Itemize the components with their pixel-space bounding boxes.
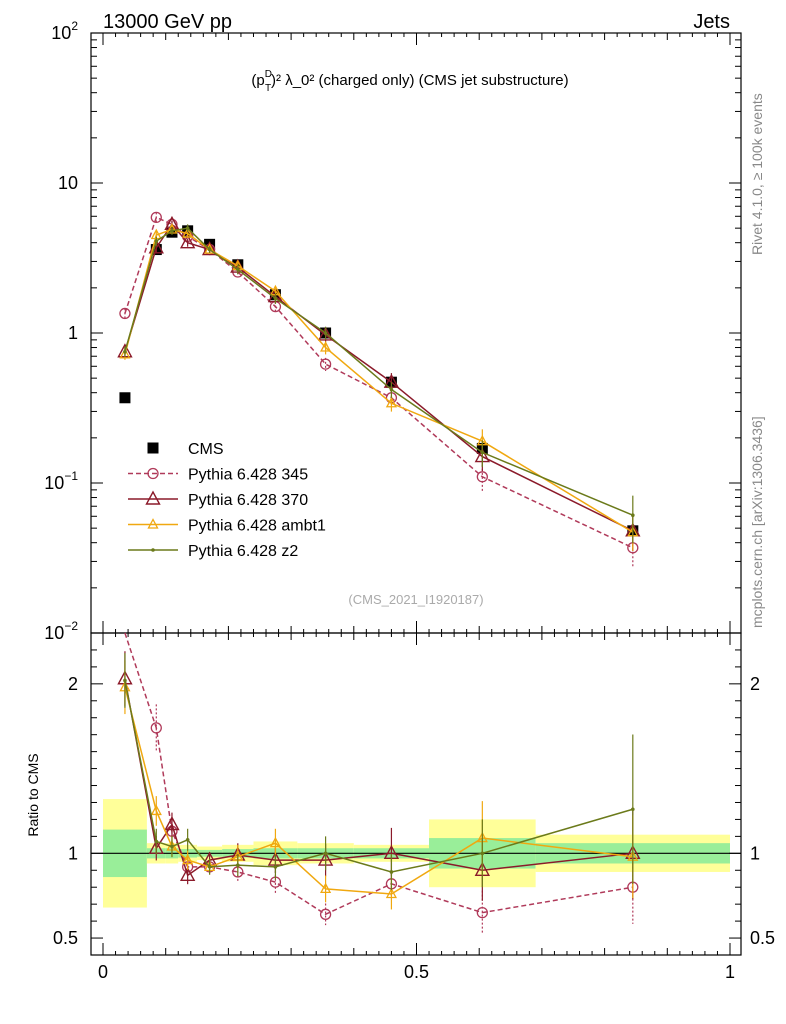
series-line-3 xyxy=(124,228,634,533)
legend: CMS Pythia 6.428 345 Pythia 6.428 370 Pythi… xyxy=(128,441,326,560)
legend-label-0: CMS xyxy=(188,441,224,458)
ratio-point-3 xyxy=(269,836,282,848)
plot-title-rest: )² λ_0² (charged only) (CMS jet substruc… xyxy=(271,72,569,89)
legend-marker-3 xyxy=(147,518,159,529)
series-point-3 xyxy=(385,396,397,408)
series-point-4 xyxy=(273,296,278,301)
series-point-1 xyxy=(119,307,131,320)
ratio-panel-series xyxy=(117,632,641,935)
ratio-point-4 xyxy=(273,865,278,869)
series-point-3 xyxy=(182,227,194,238)
series-point-0 xyxy=(119,392,131,404)
header-left: 13000 GeV pp xyxy=(103,11,232,33)
x-tick-label: 0 xyxy=(98,962,108,982)
series-point-4 xyxy=(154,239,159,243)
series-point-4 xyxy=(207,247,212,252)
ratio-point-1 xyxy=(319,908,332,920)
ratio-point-4 xyxy=(123,678,127,683)
ratio-point-4 xyxy=(389,870,394,874)
ratio-y-tick-label-right: 2 xyxy=(750,674,760,694)
series-point-4 xyxy=(323,331,328,335)
main-y-tick-base: 10 xyxy=(44,623,64,643)
main-y-tick-exp: −1 xyxy=(64,469,78,483)
header-right: Jets xyxy=(693,11,730,33)
ratio-point-3 xyxy=(150,804,162,816)
series-point-4 xyxy=(389,387,394,392)
legend-marker-0 xyxy=(147,442,159,454)
ratio-point-1 xyxy=(476,906,488,919)
ratio-panel-axes: 0 0.5 1 2 2 1 1 0.5 0.5 xyxy=(53,632,775,982)
watermark: (CMS_2021_I1920187) xyxy=(348,592,483,607)
ratio-frame xyxy=(90,632,742,956)
ratio-point-4 xyxy=(480,851,485,856)
main-y-tick-label: 10−2 xyxy=(44,619,78,643)
series-point-4 xyxy=(480,450,485,455)
legend-marker-4 xyxy=(151,548,155,552)
ratio-point-4 xyxy=(154,839,159,844)
main-y-tick-base: 1 xyxy=(68,323,78,343)
ratio-y-tick-label: 0.5 xyxy=(53,928,78,948)
ratio-point-3 xyxy=(385,887,397,899)
main-y-tick-base: 10 xyxy=(58,173,78,193)
legend-label-3: Pythia 6.428 ambt1 xyxy=(188,518,326,535)
series-line-2 xyxy=(124,223,634,532)
ratio-y-tick-label: 1 xyxy=(68,843,78,863)
ratio-y-tick-label-right: 1 xyxy=(750,843,760,863)
main-panel-series xyxy=(117,211,641,569)
side-label-mcplots: mcplots.cern.ch [arXiv:1306.3436] xyxy=(749,416,765,628)
series-point-3 xyxy=(320,341,332,352)
series-point-4 xyxy=(236,267,240,272)
series-point-3 xyxy=(119,348,131,359)
side-label-rivet: Rivet 4.1.0, ≥ 100k events xyxy=(749,93,765,255)
series-point-1 xyxy=(476,471,488,483)
ratio-point-2 xyxy=(164,816,180,831)
ratio-line-1 xyxy=(124,632,633,916)
x-tick-label: 0.5 xyxy=(404,962,429,982)
ratio-point-1 xyxy=(150,722,162,734)
series-point-4 xyxy=(631,513,635,518)
ratio-y-tick-label: 2 xyxy=(68,674,78,694)
ratio-point-4 xyxy=(323,851,328,856)
series-point-2 xyxy=(317,326,334,341)
ratio-point-4 xyxy=(185,837,190,842)
ratio-ylabel: Ratio to CMS xyxy=(25,753,41,836)
ratio-point-4 xyxy=(236,863,240,867)
series-point-2 xyxy=(201,241,218,256)
main-y-tick-base: 10 xyxy=(44,473,64,493)
ratio-point-4 xyxy=(170,844,174,849)
legend-marker-2 xyxy=(145,490,161,505)
main-y-tick-label: 10−1 xyxy=(44,469,78,493)
ratio-point-2 xyxy=(179,866,196,882)
ratio-y-tick-label-right: 0.5 xyxy=(750,928,775,948)
ratio-point-4 xyxy=(207,865,212,869)
ratio-point-3 xyxy=(320,882,332,894)
legend-label-2: Pythia 6.428 370 xyxy=(188,492,308,509)
series-point-4 xyxy=(123,349,127,354)
legend-label-4: Pythia 6.428 z2 xyxy=(188,543,298,560)
series-point-2 xyxy=(179,234,196,249)
plot-title-sup: D xyxy=(265,69,272,80)
series-point-1 xyxy=(319,358,332,370)
series-point-4 xyxy=(170,229,174,233)
legend-marker-1 xyxy=(147,467,159,480)
ratio-point-4 xyxy=(631,807,635,812)
main-y-tick-label: 10 xyxy=(58,173,78,193)
plot-title: (pD T)² λ_0² (charged only) (CMS jet subs… xyxy=(251,69,568,94)
main-y-tick-base: 10 xyxy=(51,23,71,43)
main-y-tick-exp: −2 xyxy=(64,619,78,633)
series-point-3 xyxy=(204,243,216,254)
main-y-tick-exp: 2 xyxy=(71,19,78,33)
series-point-4 xyxy=(185,226,190,230)
series-point-1 xyxy=(150,211,162,224)
main-y-tick-label: 1 xyxy=(68,323,78,343)
legend-label-1: Pythia 6.428 345 xyxy=(188,467,308,484)
x-tick-label: 1 xyxy=(725,962,735,982)
ratio-point-3 xyxy=(182,853,194,865)
series-line-1 xyxy=(124,216,634,549)
main-y-tick-label: 102 xyxy=(51,19,78,43)
plot-title-p: (p xyxy=(251,72,264,89)
plot-title-sub: T xyxy=(265,83,271,94)
